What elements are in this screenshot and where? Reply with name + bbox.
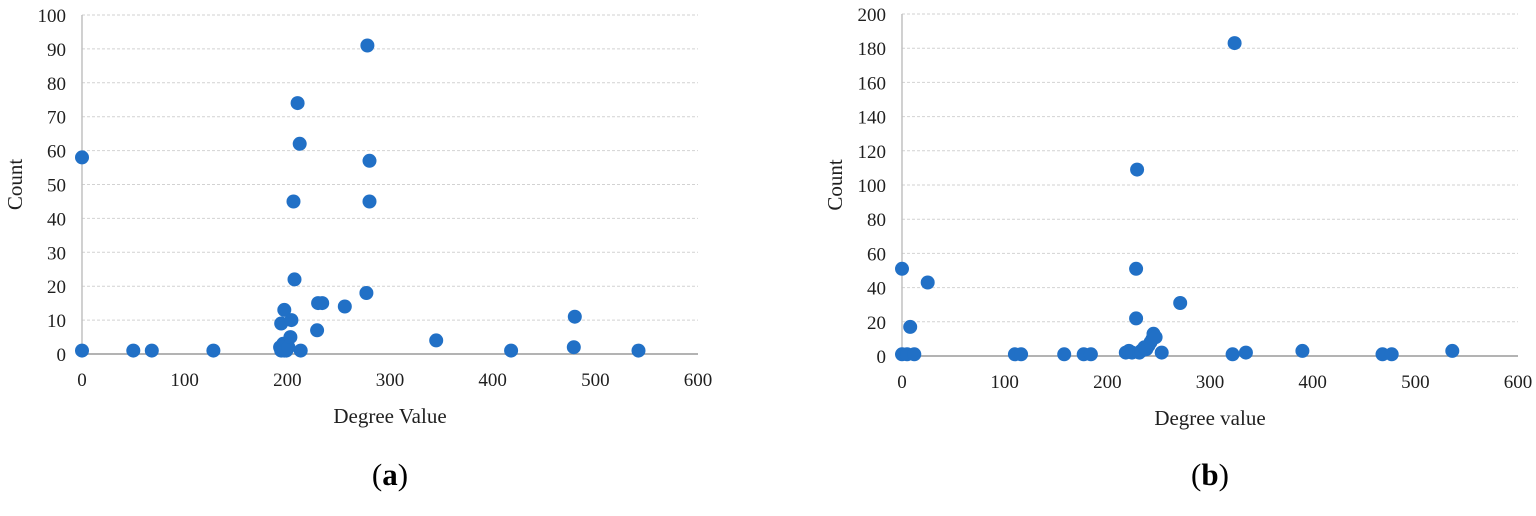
caption-a-close-paren: ) xyxy=(397,457,409,492)
x-tick-label: 600 xyxy=(1504,372,1533,393)
data-point xyxy=(1148,330,1163,345)
y-tick-label: 100 xyxy=(858,176,887,197)
x-tick-label: 200 xyxy=(273,370,302,391)
y-tick-label: 160 xyxy=(858,73,887,94)
data-point xyxy=(360,38,375,53)
data-point xyxy=(290,96,305,111)
data-point xyxy=(903,319,918,334)
data-point xyxy=(1129,261,1144,276)
scatter-chart-b: 0 20 40 60 80 100 120 140 160 180 200 0 100 200 300 400… xyxy=(768,0,1536,492)
data-point xyxy=(920,275,935,290)
y-tick-label: 90 xyxy=(47,40,66,61)
y-axis-title: Count xyxy=(823,159,847,211)
scatter-chart-a: 0 10 20 30 40 50 60 70 80 90 100 0 100 200 300 400 500 60… xyxy=(0,0,768,492)
x-tick-label: 0 xyxy=(897,372,907,393)
y-tick-label: 60 xyxy=(47,142,66,163)
y-tick-label: 0 xyxy=(877,347,887,368)
data-point xyxy=(286,194,301,209)
y-tick-label: 80 xyxy=(47,74,66,95)
y-tick-label: 20 xyxy=(867,313,886,334)
data-point xyxy=(315,296,330,311)
data-point xyxy=(277,302,292,317)
data-point xyxy=(284,313,299,328)
y-tick-label: 200 xyxy=(858,5,887,26)
data-point xyxy=(310,323,325,338)
y-tick-label: 0 xyxy=(57,345,67,366)
data-point xyxy=(75,150,89,165)
y-tick-label: 120 xyxy=(858,142,887,163)
caption-b-open-paren: ( xyxy=(1191,457,1202,492)
caption-a-letter: a xyxy=(382,457,398,492)
y-tick-label: 180 xyxy=(858,39,887,60)
y-tick-label: 30 xyxy=(47,243,66,264)
caption-a-open-paren: ( xyxy=(371,457,383,492)
data-point xyxy=(126,343,141,358)
y-tick-label: 100 xyxy=(38,6,67,27)
x-tick-label: 400 xyxy=(1298,372,1327,393)
data-point xyxy=(1225,347,1240,362)
y-tick-label: 40 xyxy=(47,209,66,230)
y-tick-label: 40 xyxy=(867,279,886,300)
data-point xyxy=(1130,162,1145,177)
x-tick-label: 500 xyxy=(581,370,610,391)
data-point xyxy=(631,343,646,358)
y-tick-label: 80 xyxy=(867,210,886,231)
chart-b-plot: 0 20 40 60 80 100 120 140 160 180 200 0 100 200 300 400… xyxy=(823,5,1533,430)
x-tick-label: 400 xyxy=(478,370,507,391)
data-point xyxy=(292,136,307,151)
x-tick-label: 0 xyxy=(77,370,87,391)
data-point xyxy=(1445,343,1460,358)
x-tick-label: 200 xyxy=(1093,372,1122,393)
y-tick-label: 20 xyxy=(47,277,66,298)
data-point xyxy=(907,347,922,362)
data-point xyxy=(293,343,308,358)
data-point xyxy=(359,286,374,300)
y-axis-title: Count xyxy=(3,159,27,211)
data-point xyxy=(75,343,89,358)
x-tick-label: 500 xyxy=(1401,372,1430,393)
data-point xyxy=(144,343,159,358)
data-point xyxy=(1295,343,1310,358)
x-axis-title: Degree Value xyxy=(333,404,446,428)
y-tick-label: 60 xyxy=(867,244,886,265)
data-point xyxy=(362,194,377,209)
data-point xyxy=(567,309,582,324)
data-point xyxy=(1238,345,1253,360)
caption-b-close-paren: ) xyxy=(1218,457,1229,492)
data-point xyxy=(1154,345,1169,360)
charts-row: 0 10 20 30 40 50 60 70 80 90 100 0 100 200 300 400 500 60… xyxy=(0,0,1536,492)
data-point xyxy=(1173,296,1188,310)
x-tick-label: 300 xyxy=(1196,372,1225,393)
data-point xyxy=(1227,36,1242,51)
data-point xyxy=(362,153,377,168)
data-point xyxy=(206,343,221,358)
data-point xyxy=(287,272,302,287)
data-point xyxy=(895,261,909,276)
caption-b-letter: b xyxy=(1201,457,1219,492)
data-point xyxy=(1057,347,1072,362)
y-tick-label: 10 xyxy=(47,311,66,332)
data-point xyxy=(429,333,444,348)
chart-a-plot: 0 10 20 30 40 50 60 70 80 90 100 0 100 200 300 400 500 60… xyxy=(3,6,713,428)
data-point xyxy=(1083,347,1098,362)
data-point xyxy=(504,343,519,358)
data-point xyxy=(566,340,581,355)
data-point xyxy=(1014,347,1029,362)
data-point xyxy=(1384,347,1399,362)
y-tick-label: 140 xyxy=(858,108,887,129)
data-point xyxy=(337,299,352,314)
data-point xyxy=(283,330,298,345)
x-axis-title: Degree value xyxy=(1154,406,1265,430)
x-tick-label: 100 xyxy=(170,370,199,391)
data-point xyxy=(1129,311,1144,326)
y-tick-label: 50 xyxy=(47,176,66,197)
chart-a-caption: (a) xyxy=(12,457,768,492)
x-tick-label: 600 xyxy=(684,370,713,391)
x-tick-label: 100 xyxy=(990,372,1019,393)
x-tick-label: 300 xyxy=(376,370,405,391)
y-tick-label: 70 xyxy=(47,108,66,129)
chart-b-caption: (b) xyxy=(884,457,1536,492)
